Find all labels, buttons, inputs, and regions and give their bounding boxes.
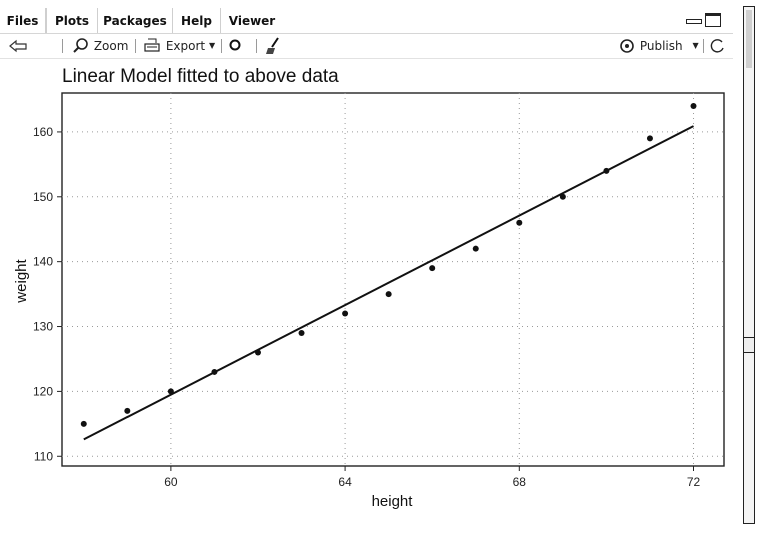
data-point: [603, 167, 610, 174]
tab-viewer[interactable]: Viewer: [228, 14, 276, 28]
magnifier-icon: [73, 38, 88, 53]
x-tick-label: 68: [513, 475, 527, 489]
scroll-up-track: [746, 10, 752, 68]
chart-title: Linear Model fitted to above data: [62, 66, 339, 87]
x-tick-label: 64: [338, 475, 352, 489]
publish-icon: [620, 39, 634, 53]
export-icon: [144, 38, 160, 52]
y-tick-label: 150: [33, 190, 53, 204]
data-point: [385, 291, 392, 298]
y-tick-label: 140: [33, 255, 53, 269]
data-points: [80, 102, 697, 427]
data-point: [559, 193, 566, 200]
tab-plots[interactable]: Plots: [46, 8, 98, 33]
y-tick-label: 120: [33, 384, 53, 398]
maximize-pane-icon[interactable]: [705, 13, 721, 27]
linear-model-chart: Linear Model fitted to above data 60 64 68…: [13, 66, 725, 510]
data-point: [124, 407, 131, 414]
y-axis: 110 120 130 140 150 160: [33, 125, 62, 463]
data-point: [298, 330, 305, 337]
remove-plot-button[interactable]: [228, 34, 244, 58]
export-button[interactable]: Export ▼: [142, 34, 215, 58]
data-point: [690, 102, 697, 109]
data-point: [429, 265, 436, 272]
fit-line-group: [83, 125, 694, 441]
tab-packages[interactable]: Packages: [98, 8, 173, 33]
remove-plot-icon: [229, 39, 241, 51]
y-tick-label: 130: [33, 320, 53, 334]
vertical-scrollbar[interactable]: [743, 6, 755, 524]
x-axis-label: height: [372, 493, 414, 510]
data-point: [254, 349, 261, 356]
data-point: [167, 388, 174, 395]
broom-icon: [266, 37, 279, 54]
zoom-button[interactable]: Zoom: [72, 34, 128, 58]
pane-tabbar: Files Plots Packages Help Viewer: [0, 8, 733, 34]
x-axis: 60 64 68 72: [164, 466, 701, 489]
refresh-icon[interactable]: [709, 34, 727, 58]
publish-button[interactable]: Publish ▼: [618, 34, 699, 58]
grid-lines: [62, 93, 724, 466]
tab-help[interactable]: Help: [173, 8, 221, 33]
tab-files[interactable]: Files: [0, 8, 46, 33]
zoom-label: Zoom: [93, 39, 129, 53]
caret-down-icon: ▼: [692, 41, 699, 50]
data-point: [211, 368, 218, 375]
back-arrow-icon[interactable]: [8, 34, 30, 58]
x-tick-label: 60: [164, 475, 178, 489]
data-point: [472, 245, 479, 252]
data-point: [342, 310, 349, 317]
publish-label: Publish: [639, 39, 683, 53]
scrollbar-thumb[interactable]: [743, 337, 755, 353]
x-tick-label: 72: [687, 475, 701, 489]
data-point: [516, 219, 523, 226]
data-point: [80, 420, 87, 427]
plot-viewer: Linear Model fitted to above data 60 64 68…: [0, 58, 740, 534]
data-point: [646, 135, 653, 142]
caret-down-icon: ▼: [208, 41, 216, 50]
y-tick-label: 110: [34, 449, 53, 463]
clear-all-button[interactable]: [264, 34, 282, 58]
plots-toolbar: Zoom Export ▼ Publish ▼: [0, 34, 733, 59]
export-label: Export: [165, 39, 206, 53]
y-tick-label: 160: [33, 125, 53, 139]
y-axis-label: weight: [13, 258, 30, 303]
fit-line: [83, 125, 694, 441]
minimize-pane-icon[interactable]: [686, 19, 702, 24]
